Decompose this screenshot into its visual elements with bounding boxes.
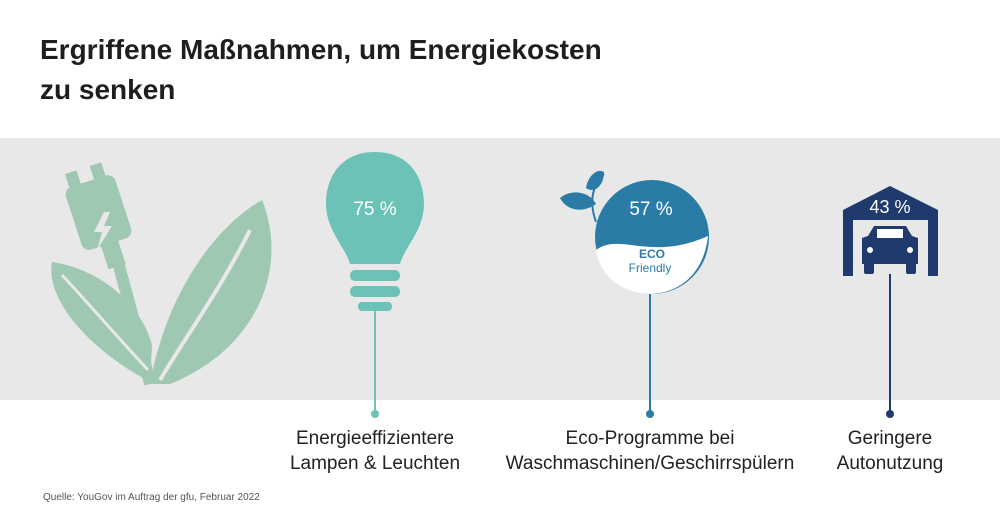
category-label-car-line2: Autonutzung xyxy=(836,453,944,474)
value-label-bulb: 75 % xyxy=(353,199,396,220)
eco-connector-dot xyxy=(646,410,654,418)
title-line-1: Ergriffene Maßnahmen, um Energiekosten xyxy=(40,34,602,65)
value-label-garage: 43 % xyxy=(869,197,910,217)
garage-connector-dot xyxy=(886,410,894,418)
category-label-lamps-line2: Lampen & Leuchten xyxy=(289,453,461,474)
eco-friendly-icon xyxy=(560,170,709,294)
value-label-eco: 57 % xyxy=(629,199,672,220)
lightning-icon xyxy=(94,212,112,250)
light-bulb-icon xyxy=(326,152,424,311)
category-label-lamps-line1: Energieeffizientere xyxy=(295,428,455,449)
category-label-car: Geringere Autonutzung xyxy=(820,426,960,476)
plug-leaf-icon xyxy=(51,162,272,386)
category-label-eco-programs: Eco-Programme bei Waschmaschinen/Geschir… xyxy=(490,426,810,476)
car-windshield xyxy=(877,229,903,238)
car-headlight-right xyxy=(907,247,913,253)
category-label-eco-line1: Eco-Programme bei xyxy=(565,428,735,449)
bulb-connector-dot xyxy=(371,410,379,418)
garage-car-icon xyxy=(843,186,938,276)
friendly-text: Friendly xyxy=(629,261,672,275)
source-note: Quelle: YouGov im Auftrag der gfu, Febru… xyxy=(43,492,260,503)
eco-text: ECO xyxy=(639,247,665,261)
title-line-2: zu senken xyxy=(40,74,176,105)
page-title: Ergriffene Maßnahmen, um Energiekosten z… xyxy=(40,30,740,110)
category-label-car-line1: Geringere xyxy=(847,428,933,449)
category-label-eco-line2: Waschmaschinen/Geschirrspülern xyxy=(505,453,795,474)
category-label-lamps: Energieeffizientere Lampen & Leuchten xyxy=(265,426,485,476)
car-headlight-left xyxy=(867,247,873,253)
